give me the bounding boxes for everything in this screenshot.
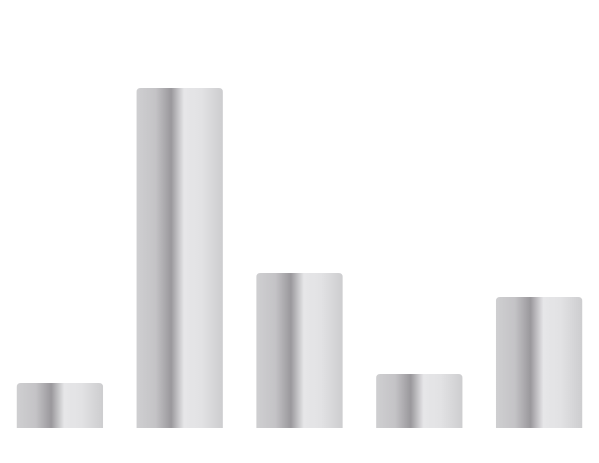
bar [376,374,463,428]
bar [495,297,583,428]
bar [136,88,223,428]
bar [256,273,343,428]
bar [16,383,104,428]
